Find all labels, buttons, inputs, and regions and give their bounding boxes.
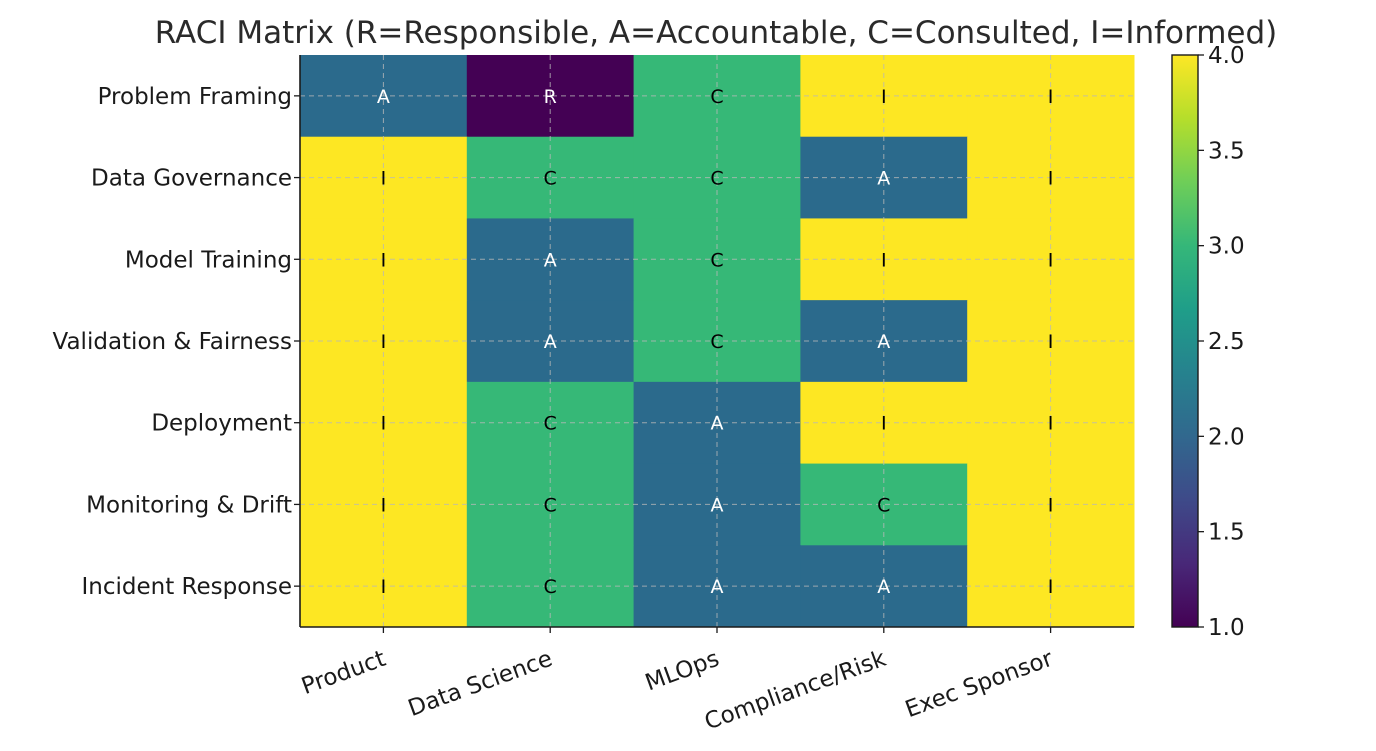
cell-label: A: [877, 576, 890, 598]
colorbar-tick-label: 1.0: [1208, 615, 1245, 641]
cell-label: C: [710, 86, 723, 108]
cell-label: A: [711, 494, 724, 516]
row-labels: Problem Framing Data Governance Model Trai…: [53, 84, 292, 600]
cell-label: I: [1048, 576, 1054, 598]
cell-label: A: [544, 331, 557, 353]
cell-label: I: [381, 331, 387, 353]
cell-label: A: [377, 86, 390, 108]
column-label: Exec Sponsor: [902, 646, 1057, 724]
column-label: Data Science: [405, 646, 556, 722]
axes: [294, 55, 1134, 633]
cell-label: C: [710, 331, 723, 353]
cell-label: R: [544, 86, 557, 108]
colorbar: 1.0 1.5 2.0 2.5 3.0 3.5 4.0: [1171, 43, 1245, 641]
cell-label: C: [877, 494, 890, 516]
colorbar-tick-label: 4.0: [1208, 43, 1245, 69]
cell-labels: A R C I I I C C A I I A C I I I A C A I I C A I I I C A C I I C A A I: [377, 86, 1054, 598]
cell-label: C: [710, 249, 723, 271]
column-label: Product: [298, 646, 389, 700]
chart-title: RACI Matrix (R=Responsible, A=Accountabl…: [155, 15, 1278, 51]
colorbar-tick-label: 3.0: [1208, 234, 1245, 260]
colorbar-tick-label: 1.5: [1208, 520, 1245, 546]
cell-label: I: [1048, 413, 1054, 435]
row-label: Monitoring & Drift: [86, 492, 292, 518]
cell-label: C: [710, 168, 723, 190]
cell-label: I: [1048, 331, 1054, 353]
row-label: Deployment: [151, 411, 292, 437]
cell-label: I: [1048, 249, 1054, 271]
cell-label: A: [544, 249, 557, 271]
cell-label: A: [877, 331, 890, 353]
cell-label: I: [381, 413, 387, 435]
row-label: Problem Framing: [98, 84, 292, 110]
row-label: Data Governance: [91, 166, 292, 192]
cell-label: I: [1048, 168, 1054, 190]
colorbar-tick-label: 2.5: [1208, 329, 1245, 355]
colorbar-tick-label: 2.0: [1208, 424, 1245, 450]
column-label: MLOps: [642, 646, 723, 697]
cell-label: I: [381, 168, 387, 190]
row-label: Validation & Fairness: [53, 329, 292, 355]
cell-label: I: [881, 413, 887, 435]
cell-label: I: [381, 249, 387, 271]
cell-label: I: [881, 86, 887, 108]
cell-label: A: [711, 576, 724, 598]
cell-label: I: [1048, 86, 1054, 108]
grid-lines: [300, 55, 1134, 627]
row-label: Model Training: [125, 247, 292, 273]
cell-label: I: [1048, 494, 1054, 516]
cell-label: I: [881, 249, 887, 271]
cell-label: I: [381, 576, 387, 598]
cell-label: C: [544, 576, 557, 598]
cell-label: C: [544, 413, 557, 435]
cell-label: A: [877, 168, 890, 190]
cell-label: C: [544, 494, 557, 516]
column-label: Compliance/Risk: [701, 646, 890, 736]
colorbar-gradient: [1171, 54, 1199, 628]
row-label: Incident Response: [81, 574, 292, 600]
cell-label: A: [711, 413, 724, 435]
cell-label: I: [381, 494, 387, 516]
cell-label: C: [544, 168, 557, 190]
colorbar-tick-label: 3.5: [1208, 138, 1245, 164]
